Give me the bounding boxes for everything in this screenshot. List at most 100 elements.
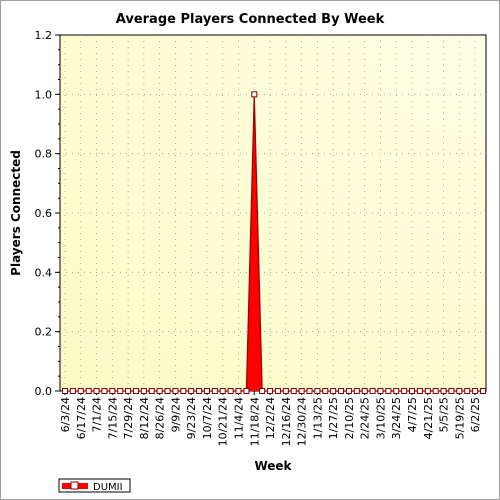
data-point bbox=[109, 388, 116, 394]
data-point bbox=[322, 388, 329, 394]
data-point bbox=[62, 388, 68, 394]
x-tick-label: 8/12/24 bbox=[138, 397, 151, 439]
data-point bbox=[480, 388, 486, 394]
x-tick-label: 5/19/25 bbox=[453, 397, 466, 439]
data-point bbox=[180, 388, 187, 394]
data-point bbox=[117, 388, 124, 394]
data-point bbox=[448, 388, 455, 394]
data-point bbox=[377, 388, 384, 394]
data-point bbox=[464, 388, 471, 394]
data-point bbox=[259, 388, 266, 394]
x-axis-label: Week bbox=[254, 459, 292, 473]
x-axis: 6/3/24 6/17/24 7/1/24 7/15/24 7/29/24 8/12/24… bbox=[59, 391, 484, 446]
data-point bbox=[401, 388, 408, 394]
data-point bbox=[101, 388, 108, 394]
x-tick-label: 12/2/24 bbox=[264, 397, 277, 439]
data-point bbox=[211, 388, 218, 394]
data-point bbox=[369, 388, 376, 394]
data-point bbox=[235, 388, 242, 394]
data-point bbox=[282, 388, 289, 394]
x-tick-label: 2/10/25 bbox=[343, 397, 356, 439]
data-point bbox=[243, 388, 250, 394]
x-tick-label: 7/15/24 bbox=[106, 397, 119, 439]
x-tick-label: 4/7/25 bbox=[406, 397, 419, 432]
x-tick-label: 6/3/24 bbox=[59, 397, 72, 432]
x-tick-label: 9/9/24 bbox=[169, 397, 182, 432]
series-layer bbox=[62, 91, 486, 394]
y-tick-label: 0.8 bbox=[35, 148, 53, 161]
data-point bbox=[69, 388, 76, 394]
data-point bbox=[77, 388, 84, 394]
data-point bbox=[164, 388, 171, 394]
data-point bbox=[148, 388, 155, 394]
x-tick-label: 7/29/24 bbox=[122, 397, 135, 439]
legend: DUMII bbox=[58, 478, 131, 493]
x-tick-label: 6/2/25 bbox=[469, 397, 482, 432]
x-tick-label: 6/17/24 bbox=[75, 397, 88, 439]
y-tick-label: 0.4 bbox=[35, 266, 53, 279]
data-point bbox=[298, 388, 305, 394]
x-tick-label: 11/18/24 bbox=[248, 397, 261, 446]
data-point bbox=[219, 388, 226, 394]
data-point bbox=[274, 388, 281, 394]
data-point bbox=[432, 388, 439, 394]
data-point bbox=[267, 388, 274, 394]
data-point bbox=[416, 388, 423, 394]
data-point bbox=[125, 388, 132, 394]
y-axis-label: Players Connected bbox=[9, 150, 23, 276]
data-point bbox=[188, 388, 195, 394]
x-tick-label: 11/4/24 bbox=[233, 397, 246, 439]
x-tick-label: 3/10/25 bbox=[374, 397, 387, 439]
y-tick-label: 0.0 bbox=[35, 385, 53, 398]
data-point bbox=[409, 388, 416, 394]
data-point bbox=[156, 388, 163, 394]
data-point bbox=[85, 388, 92, 394]
data-point bbox=[456, 388, 463, 394]
x-tick-label: 10/21/24 bbox=[217, 397, 230, 446]
data-point bbox=[306, 388, 313, 394]
y-tick-label: 0.2 bbox=[35, 326, 53, 339]
legend-entry-label: DUMII bbox=[93, 482, 123, 493]
x-tick-label: 1/27/25 bbox=[327, 397, 340, 439]
data-point bbox=[345, 388, 352, 394]
y-axis: 0.0 0.2 0.4 0.6 0.8 1.0 1.2 bbox=[35, 29, 60, 398]
data-point bbox=[385, 388, 392, 394]
legend-marker bbox=[70, 481, 79, 490]
data-point bbox=[172, 388, 179, 394]
x-tick-label: 5/5/25 bbox=[438, 397, 451, 432]
data-point bbox=[393, 388, 400, 394]
x-tick-label: 9/23/24 bbox=[185, 397, 198, 439]
grid-lines bbox=[60, 35, 486, 391]
data-point bbox=[330, 388, 337, 394]
x-tick-label: 4/21/25 bbox=[422, 397, 435, 439]
data-point bbox=[140, 388, 147, 394]
x-tick-label: 7/1/24 bbox=[91, 397, 104, 432]
data-point bbox=[93, 388, 100, 394]
chart-title: Average Players Connected By Week bbox=[116, 12, 385, 27]
data-point bbox=[472, 388, 479, 394]
y-tick-label: 0.6 bbox=[35, 207, 53, 220]
x-tick-label: 2/24/25 bbox=[359, 397, 372, 439]
data-point bbox=[338, 388, 345, 394]
data-point bbox=[196, 388, 203, 394]
data-point bbox=[314, 388, 321, 394]
data-point bbox=[132, 388, 139, 394]
x-tick-label: 3/24/25 bbox=[390, 397, 403, 439]
data-point bbox=[353, 388, 360, 394]
plot-area bbox=[59, 34, 487, 392]
data-point bbox=[424, 388, 431, 394]
data-point bbox=[290, 388, 297, 394]
x-tick-label: 8/26/24 bbox=[154, 397, 167, 439]
y-tick-label: 1.2 bbox=[35, 29, 53, 42]
x-tick-label: 12/30/24 bbox=[296, 397, 309, 446]
data-point bbox=[203, 388, 210, 394]
x-tick-label: 1/13/25 bbox=[311, 397, 324, 439]
data-point bbox=[227, 388, 234, 394]
data-point bbox=[251, 91, 258, 98]
data-point bbox=[440, 388, 447, 394]
x-tick-label: 10/7/24 bbox=[201, 397, 214, 439]
x-tick-label: 12/16/24 bbox=[280, 397, 293, 446]
data-point bbox=[361, 388, 368, 394]
